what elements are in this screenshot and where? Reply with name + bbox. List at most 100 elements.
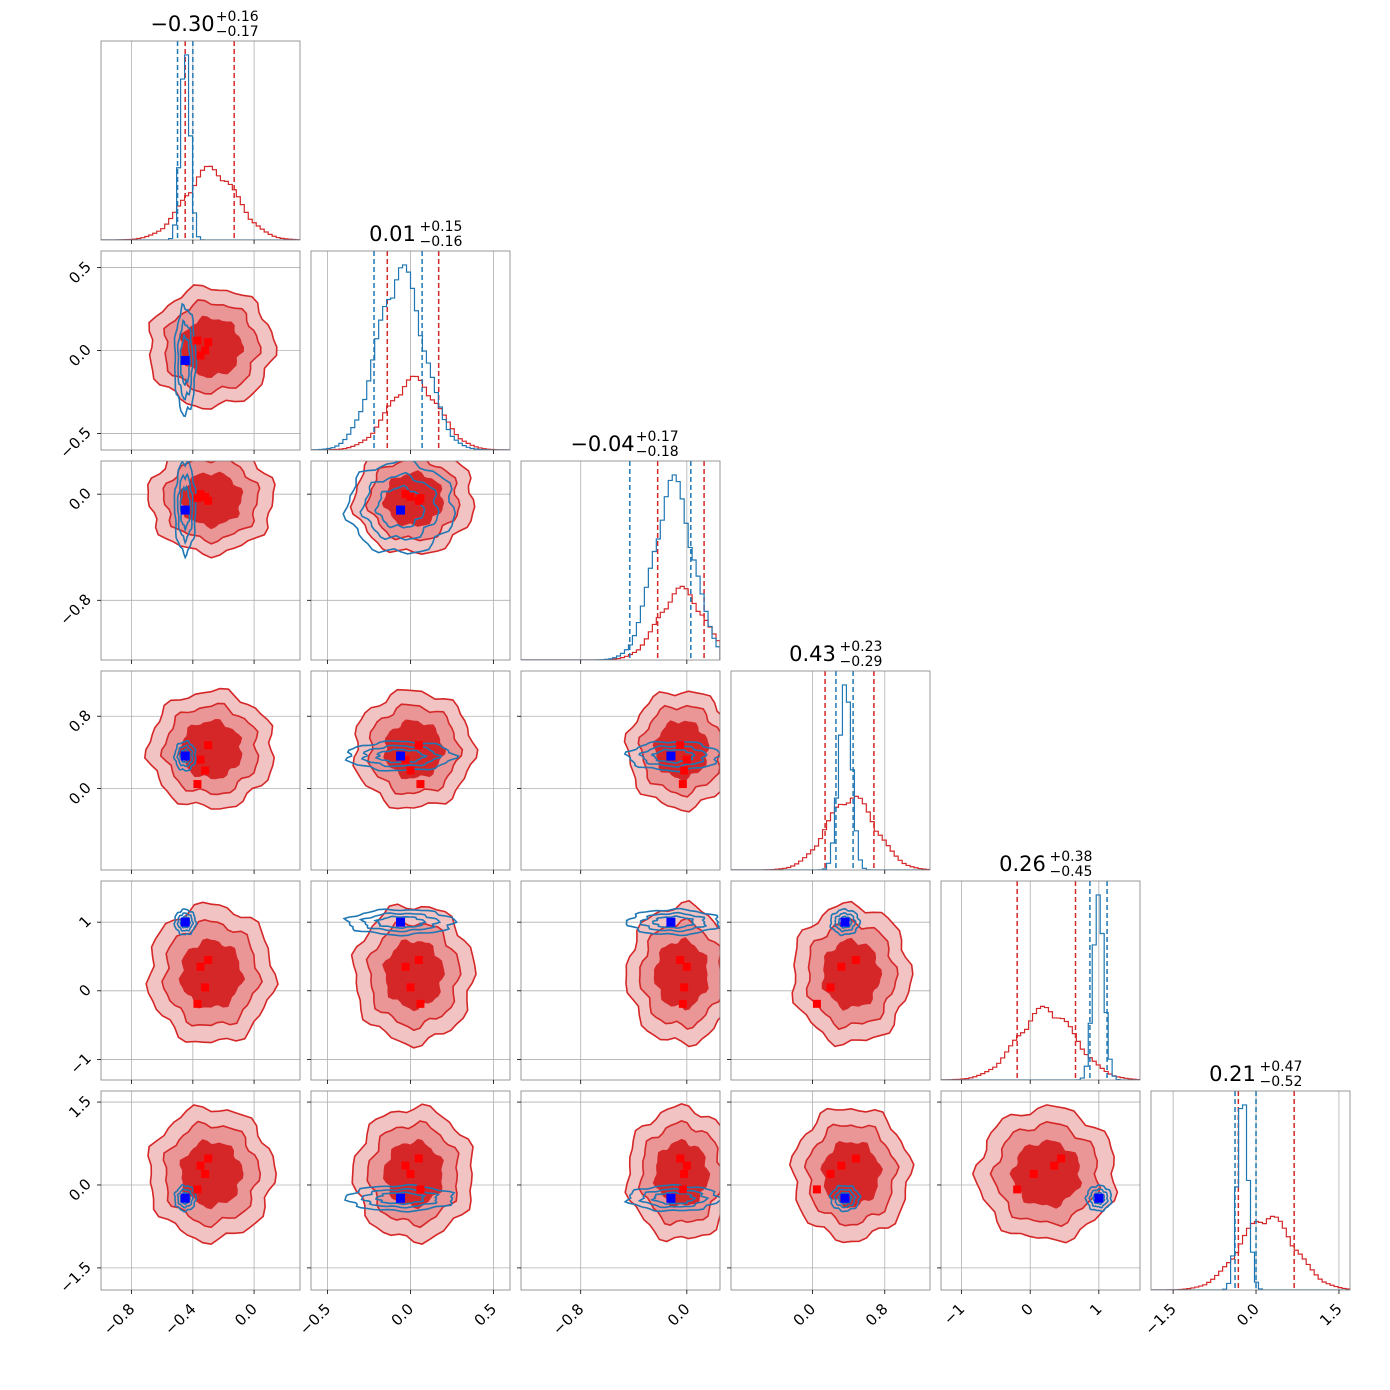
red-contour-inner	[383, 719, 447, 780]
x-tick-label: −1.5	[1141, 1300, 1179, 1338]
red-marker	[676, 1154, 685, 1163]
panel-5-5: −1.5 0.0 1.5 0.21 +0.47−0.52	[1141, 1059, 1351, 1339]
panel-3-1	[307, 670, 511, 874]
red-marker	[680, 766, 689, 775]
panel-frame	[100, 1090, 301, 1291]
blue-contour-outer	[173, 1183, 198, 1213]
param-title-upper: +0.47	[1260, 1059, 1303, 1075]
panel-frame	[940, 1090, 1141, 1291]
y-tick-label: −0.8	[56, 590, 94, 628]
param-title-upper: +0.15	[420, 219, 463, 235]
blue-contour-outer	[172, 739, 197, 772]
x-tick-label: −0.4	[161, 1300, 199, 1338]
panel-4-4: 0.26 +0.38−0.45	[940, 849, 1141, 1084]
blue-marker	[180, 505, 190, 515]
red-marker	[826, 1169, 835, 1178]
red-marker	[416, 780, 425, 789]
blue-contour-outer	[343, 1183, 456, 1213]
blue-contour-inner	[650, 748, 696, 764]
param-title-upper: +0.38	[1050, 849, 1093, 865]
red-marker	[678, 1185, 687, 1194]
red-marker	[406, 1169, 415, 1178]
x-tick-label: −1	[940, 1300, 968, 1328]
blue-contour-middle	[176, 912, 195, 932]
x-tick-label: 1.5	[1316, 1300, 1346, 1330]
red-marker	[416, 999, 425, 1008]
blue-contour-outer	[342, 908, 458, 937]
blue-contour-middle	[639, 911, 708, 933]
blue-contour-inner	[179, 484, 191, 533]
panel-5-1: −0.5 0.0 0.5	[296, 1090, 511, 1339]
blue-contour-inner	[374, 1191, 427, 1206]
blue-contour-middle	[637, 1187, 710, 1209]
blue-contour-middle	[833, 911, 857, 933]
x-tick-label: 0.8	[862, 1300, 892, 1330]
y-tick-label: 0.8	[65, 706, 95, 736]
red-marker	[837, 1161, 846, 1170]
panel-frame	[730, 670, 931, 871]
red-marker	[680, 983, 689, 992]
x-tick-label: 1	[1086, 1300, 1105, 1319]
red-marker	[193, 336, 202, 345]
panel-frame	[730, 880, 931, 1081]
red-marker	[414, 955, 423, 964]
panel-frame	[520, 460, 721, 661]
param-title-lower: −0.52	[1260, 1074, 1303, 1090]
x-tick-label: 0.0	[790, 1300, 820, 1330]
red-marker	[414, 1154, 423, 1163]
red-marker	[401, 755, 410, 764]
blue-histogram	[1151, 1104, 1350, 1290]
param-title-4: 0.26	[999, 852, 1046, 876]
blue-contour-outer	[623, 740, 720, 773]
blue-marker	[396, 751, 406, 761]
red-marker	[1029, 1169, 1038, 1178]
blue-marker	[396, 505, 406, 515]
x-tick-label: −0.8	[549, 1300, 587, 1338]
panel-frame	[100, 40, 301, 241]
red-marker	[196, 755, 205, 764]
red-marker	[837, 962, 846, 971]
red-marker	[676, 955, 685, 964]
blue-contour-inner	[179, 748, 191, 764]
blue-marker	[666, 1193, 676, 1203]
blue-contour-outer	[828, 1184, 862, 1213]
param-title-5: 0.21	[1209, 1062, 1256, 1086]
blue-marker	[180, 355, 190, 365]
red-marker	[678, 780, 687, 789]
panel-5-3: 0.0 0.8	[727, 1090, 931, 1330]
red-marker	[851, 955, 860, 964]
red-histogram	[941, 1005, 1140, 1080]
red-marker	[1013, 1185, 1022, 1194]
param-title-lower: −0.18	[636, 444, 679, 460]
red-marker	[812, 1185, 821, 1194]
x-tick-label: 0.0	[231, 1300, 261, 1330]
red-marker	[406, 766, 415, 775]
panel-5-0: −0.8 −0.4 0.0 −1.5 0.0 1.5	[56, 1090, 301, 1339]
panel-frame	[520, 1090, 721, 1291]
red-marker	[196, 1161, 205, 1170]
red-marker	[193, 999, 202, 1008]
blue-histogram	[311, 264, 510, 450]
red-contour-inner	[820, 1141, 883, 1209]
red-marker	[401, 962, 410, 971]
red-marker	[201, 766, 210, 775]
blue-contour-outer	[173, 908, 198, 936]
panel-1-1: 0.01 +0.15−0.16	[310, 219, 511, 454]
red-marker	[1057, 1154, 1066, 1163]
panel-4-3	[727, 880, 931, 1084]
panel-frame	[520, 880, 721, 1081]
x-tick-label: −0.8	[100, 1300, 138, 1338]
red-marker	[193, 494, 202, 503]
red-contour-inner	[178, 938, 246, 1009]
blue-contour-outer	[1084, 1184, 1113, 1213]
panel-2-2: −0.04 +0.17−0.18	[520, 429, 721, 664]
x-tick-label: 0.5	[471, 1300, 501, 1330]
blue-histogram	[731, 684, 930, 870]
blue-contour-middle	[358, 912, 442, 933]
red-marker	[201, 1169, 210, 1178]
blue-contour-middle	[176, 472, 194, 546]
panel-0-0: −0.30 +0.16−0.17	[100, 9, 301, 244]
red-marker	[196, 962, 205, 971]
param-title-0: −0.30	[150, 12, 214, 36]
param-title-2: −0.04	[570, 432, 634, 456]
